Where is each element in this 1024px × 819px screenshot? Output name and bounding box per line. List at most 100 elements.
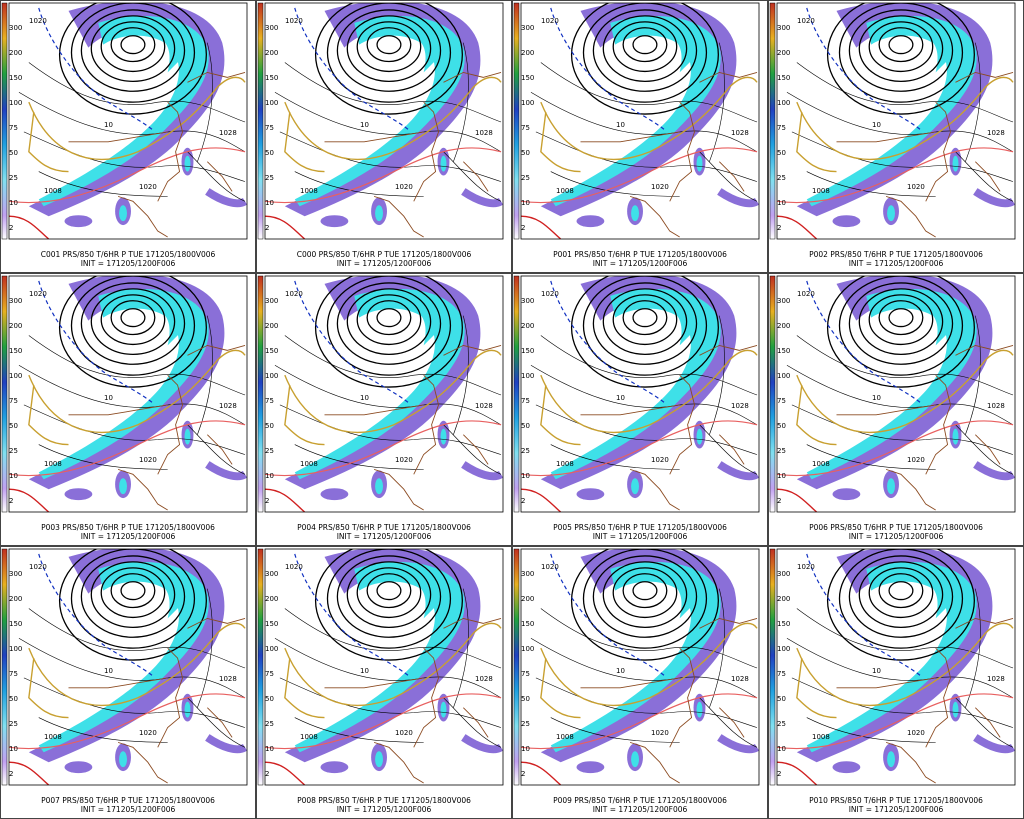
map bbox=[777, 541, 1015, 785]
contour-label: 1008 bbox=[44, 733, 62, 741]
panel-title: P008 PRS/850 T/6HR P TUE 171205/1800V006 bbox=[297, 796, 471, 805]
contour-label: 1008 bbox=[812, 733, 830, 741]
colorbar-label: 100 bbox=[265, 372, 278, 380]
colorbar-label: 200 bbox=[777, 595, 790, 603]
colorbar-label: 100 bbox=[9, 645, 22, 653]
colorbar-label: 25 bbox=[777, 720, 786, 728]
panel-init: INIT = 171205/1200F006 bbox=[337, 532, 432, 541]
contour-label: 1008 bbox=[556, 460, 574, 468]
map-frame bbox=[520, 2, 760, 240]
colorbar-label: 150 bbox=[777, 620, 790, 628]
map-frame bbox=[264, 275, 504, 513]
contour-label: 1028 bbox=[475, 402, 493, 410]
colorbar-label: 2 bbox=[265, 497, 269, 505]
contour-label: 1020 bbox=[395, 183, 413, 191]
panel-init: INIT = 171205/1200F006 bbox=[337, 805, 432, 814]
colorbar-label: 50 bbox=[521, 422, 530, 430]
panel: 300 200 150 100 75 50 25 10 2 1020 1028 1020 1008 10 C… bbox=[256, 0, 512, 273]
contour-label: 1028 bbox=[219, 675, 237, 683]
contour-label: 1020 bbox=[907, 456, 925, 464]
panel: 300 200 150 100 75 50 25 10 2 1020 1028 1020 1008 10 P… bbox=[512, 0, 768, 273]
colorbar-label: 50 bbox=[777, 695, 786, 703]
colorbar-label: 10 bbox=[777, 745, 786, 753]
colorbar-label: 25 bbox=[9, 720, 18, 728]
colorbar-label: 10 bbox=[521, 745, 530, 753]
colorbar-label: 50 bbox=[9, 149, 18, 157]
panel-init: INIT = 171205/1200F006 bbox=[849, 532, 944, 541]
panel: 300 200 150 100 75 50 25 10 2 1020 1028 1020 1008 10 P… bbox=[768, 541, 1024, 819]
contour-label: 1028 bbox=[219, 402, 237, 410]
colorbar-label: 2 bbox=[521, 770, 525, 778]
colorbar-label: 300 bbox=[265, 297, 278, 305]
panel-title: C000 PRS/850 T/6HR P TUE 171205/1800V006 bbox=[297, 250, 472, 259]
panel-init: INIT = 171205/1200F006 bbox=[81, 805, 176, 814]
colorbar-label: 25 bbox=[265, 174, 274, 182]
map-frame bbox=[264, 2, 504, 240]
colorbar-label: 2 bbox=[521, 224, 525, 232]
panel-init: INIT = 171205/1200F006 bbox=[593, 259, 688, 268]
colorbar bbox=[769, 2, 776, 240]
colorbar-label: 300 bbox=[265, 570, 278, 578]
colorbar-label: 25 bbox=[521, 720, 530, 728]
colorbar-label: 25 bbox=[521, 174, 530, 182]
contour-label: 1020 bbox=[541, 17, 559, 25]
colorbar-label: 75 bbox=[777, 124, 786, 132]
contour-label: 1020 bbox=[395, 729, 413, 737]
panel: 300 200 150 100 75 50 25 10 2 1020 1028 1020 1008 10 P… bbox=[512, 546, 768, 819]
map bbox=[265, 268, 503, 512]
colorbar-label: 300 bbox=[777, 297, 790, 305]
contour-label: 1020 bbox=[907, 729, 925, 737]
contour-label: 1008 bbox=[812, 460, 830, 468]
colorbar-label: 75 bbox=[9, 124, 18, 132]
colorbar-label: 200 bbox=[9, 49, 22, 57]
contour-label: 1028 bbox=[731, 675, 749, 683]
colorbar-label: 2 bbox=[9, 497, 13, 505]
panel-title: P006 PRS/850 T/6HR P TUE 171205/1800V006 bbox=[809, 523, 983, 532]
colorbar-label: 75 bbox=[9, 670, 18, 678]
colorbar-label: 300 bbox=[521, 297, 534, 305]
contour-label: 1020 bbox=[651, 729, 669, 737]
colorbar-label: 300 bbox=[777, 570, 790, 578]
map bbox=[9, 0, 247, 239]
colorbar-label: 2 bbox=[265, 224, 269, 232]
contour-label: 10 bbox=[872, 667, 881, 675]
contour-label: 1020 bbox=[139, 456, 157, 464]
colorbar-label: 200 bbox=[521, 322, 534, 330]
colorbar bbox=[257, 548, 264, 786]
colorbar-label: 150 bbox=[9, 347, 22, 355]
colorbar-label: 150 bbox=[265, 347, 278, 355]
colorbar-label: 300 bbox=[9, 297, 22, 305]
colorbar bbox=[513, 275, 520, 513]
colorbar-label: 150 bbox=[265, 620, 278, 628]
colorbar-label: 25 bbox=[777, 447, 786, 455]
colorbar-label: 150 bbox=[521, 347, 534, 355]
panel: 300 200 150 100 75 50 25 10 2 1020 1028 1020 1008 10 P… bbox=[512, 273, 768, 546]
colorbar-label: 25 bbox=[9, 447, 18, 455]
contour-label: 10 bbox=[360, 394, 369, 402]
colorbar bbox=[769, 548, 776, 786]
colorbar-label: 75 bbox=[521, 670, 530, 678]
contour-label: 1020 bbox=[139, 729, 157, 737]
colorbar-label: 75 bbox=[265, 124, 274, 132]
colorbar-label: 100 bbox=[265, 99, 278, 107]
panel: 300 200 150 100 75 50 25 10 2 1020 1028 1020 1008 10 P… bbox=[256, 546, 512, 819]
contour-label: 10 bbox=[104, 394, 113, 402]
map bbox=[9, 541, 247, 785]
contour-label: 1008 bbox=[300, 187, 318, 195]
contour-label: 1020 bbox=[139, 183, 157, 191]
colorbar bbox=[257, 2, 264, 240]
panel: 300 200 150 100 75 50 25 10 2 1020 1028 1020 1008 10 P… bbox=[768, 0, 1024, 273]
colorbar-label: 150 bbox=[265, 74, 278, 82]
map-frame bbox=[776, 275, 1016, 513]
colorbar-label: 25 bbox=[265, 447, 274, 455]
colorbar-label: 50 bbox=[265, 695, 274, 703]
colorbar-label: 300 bbox=[9, 570, 22, 578]
colorbar-label: 300 bbox=[521, 24, 534, 32]
contour-label: 10 bbox=[872, 121, 881, 129]
colorbar-label: 25 bbox=[9, 174, 18, 182]
colorbar bbox=[1, 275, 8, 513]
colorbar-label: 10 bbox=[9, 472, 18, 480]
colorbar bbox=[513, 548, 520, 786]
panel-title: P002 PRS/850 T/6HR P TUE 171205/1800V006 bbox=[809, 250, 983, 259]
